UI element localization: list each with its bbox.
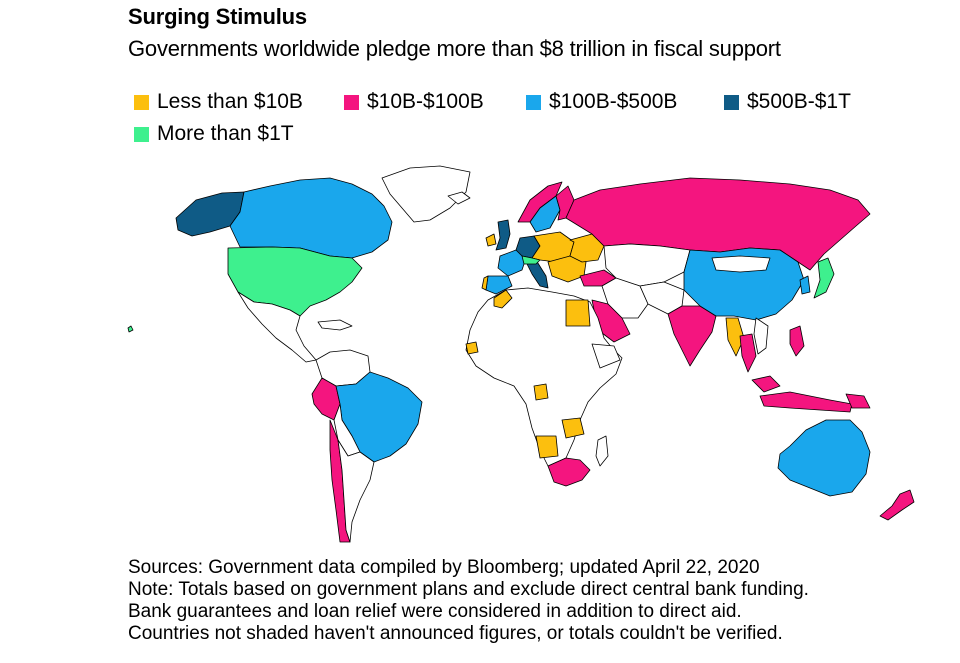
region-austria-switz [521, 255, 541, 265]
legend-item-10b-100b: $10B-$100B [344, 90, 484, 114]
region-japan [813, 257, 835, 299]
legend-item-100b-500b: $100B-$500B [526, 90, 677, 114]
region-philippines [789, 325, 805, 357]
legend-label: Less than $10B [157, 90, 303, 113]
region-morocco [493, 289, 513, 309]
region-mongolia [711, 255, 771, 273]
region-india [667, 305, 717, 367]
legend-label: $100B-$500B [549, 90, 678, 113]
region-iceland [447, 191, 471, 205]
region-caribbean [317, 319, 353, 331]
legend-swatch [134, 126, 149, 142]
legend-label: $500B-$1T [747, 90, 851, 113]
note-line: Note: Totals based on government plans a… [128, 579, 809, 600]
legend-swatch [526, 94, 541, 110]
region-mexico-central-america [237, 291, 317, 363]
region-central-asia [603, 243, 691, 287]
note-line: Bank guarantees and loan relief were con… [128, 601, 742, 622]
legend-swatch [134, 94, 149, 110]
legend-label: More than $1T [157, 122, 294, 145]
region-portugal [481, 275, 489, 291]
region-new-zealand [879, 489, 915, 521]
region-thailand [739, 333, 757, 373]
region-madagascar [595, 435, 609, 467]
region-egypt [565, 299, 591, 327]
page-subtitle: Governments worldwide pledge more than $… [128, 36, 781, 61]
region-canada [229, 177, 393, 259]
note-line: Countries not shaded haven't announced f… [128, 623, 783, 644]
region-congo [533, 383, 549, 401]
region-png [845, 393, 871, 409]
region-zambia [561, 417, 585, 439]
region-myanmar [725, 317, 745, 357]
source-line: Sources: Government data compiled by Blo… [128, 557, 760, 578]
region-south-africa [547, 457, 591, 487]
legend-item-more-1t: More than $1T [134, 122, 294, 146]
page-title: Surging Stimulus [128, 4, 307, 29]
region-indonesia [759, 391, 853, 413]
legend-swatch [344, 94, 359, 110]
legend-swatch [724, 94, 739, 110]
region-ethiopia [591, 343, 621, 369]
region-hawaii [127, 325, 134, 333]
region-china [683, 247, 805, 321]
legend-label: $10B-$100B [367, 90, 484, 113]
region-vietnam [753, 317, 769, 355]
footer-notes: Sources: Government data compiled by Blo… [128, 557, 809, 645]
world-map [127, 165, 915, 543]
region-argentina [337, 439, 375, 543]
region-australia [777, 419, 871, 497]
region-west-africa [465, 341, 479, 355]
region-ireland [485, 233, 497, 247]
legend-item-500b-1t: $500B-$1T [724, 90, 851, 114]
region-uk [495, 219, 511, 251]
region-malaysia [751, 375, 781, 393]
region-angola [535, 435, 559, 459]
region-greenland [381, 165, 471, 223]
region-korea [799, 275, 811, 295]
legend-item-less-10b: Less than $10B [134, 90, 303, 114]
